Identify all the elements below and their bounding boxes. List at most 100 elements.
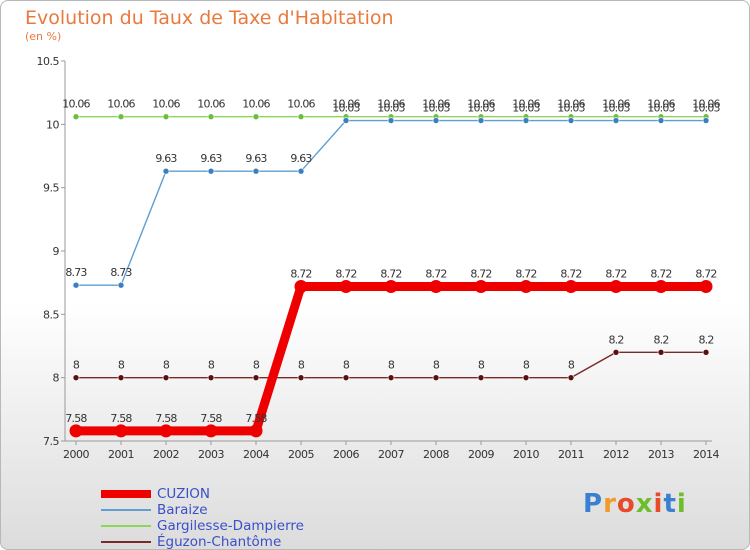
chart-title: Evolution du Taux de Taxe d'Habitation <box>25 7 394 29</box>
data-point <box>519 279 533 293</box>
data-point <box>252 113 260 121</box>
data-point <box>207 167 215 175</box>
data-label: 8.72 <box>515 267 536 280</box>
data-point <box>429 279 443 293</box>
data-label: 10.03 <box>692 102 720 115</box>
data-point <box>204 424 218 438</box>
data-label: 9.63 <box>200 152 222 165</box>
data-point <box>117 281 125 289</box>
data-point <box>699 279 713 293</box>
series-line-baraize <box>76 119 706 286</box>
x-tick-label: 2008 <box>423 448 449 461</box>
data-point <box>162 113 170 121</box>
data-point <box>207 113 215 121</box>
x-tick-label: 2009 <box>468 448 494 461</box>
data-label: 10.06 <box>377 98 405 111</box>
data-label: 8.72 <box>470 267 491 280</box>
y-tick-label: 9.5 <box>43 182 59 195</box>
data-label: 8 <box>163 359 170 372</box>
x-tick-label: 2004 <box>243 448 269 461</box>
data-label: 10.06 <box>287 98 315 111</box>
data-point <box>252 167 260 175</box>
data-label: 9.63 <box>245 152 267 165</box>
x-tick-label: 2000 <box>63 448 89 461</box>
data-label: 7.58 <box>155 412 177 425</box>
data-label: 8 <box>343 359 350 372</box>
y-tick-label: 10 <box>46 118 59 131</box>
data-label: 8 <box>433 359 440 372</box>
data-label: 10.06 <box>602 98 630 111</box>
y-tick-label: 10.5 <box>37 55 60 68</box>
data-label: 8.72 <box>380 267 401 280</box>
x-tick-label: 2003 <box>198 448 224 461</box>
data-label: 8 <box>568 359 575 372</box>
x-tick-label: 2014 <box>693 448 719 461</box>
x-tick-label: 2005 <box>288 448 314 461</box>
data-point <box>339 279 353 293</box>
data-label: 10.06 <box>332 98 360 111</box>
data-point <box>477 374 485 381</box>
data-point <box>477 117 485 124</box>
data-point <box>162 374 170 381</box>
data-point <box>474 279 488 293</box>
data-label: 8 <box>478 359 485 372</box>
legend-label: Gargilesse-Dampierre <box>157 518 304 534</box>
data-label: 8.73 <box>65 266 87 279</box>
data-label: 8.72 <box>335 267 356 280</box>
data-point <box>69 424 83 438</box>
data-label: 10.03 <box>602 102 630 115</box>
data-label: 10.03 <box>512 102 540 115</box>
data-point <box>72 374 80 381</box>
data-label: 10.03 <box>332 102 360 115</box>
data-label: 7.58 <box>110 412 132 425</box>
data-point <box>432 117 440 124</box>
data-point <box>252 374 260 381</box>
legend-label: Baraize <box>157 502 208 518</box>
data-label: 10.03 <box>647 102 675 115</box>
data-point <box>612 349 620 356</box>
data-point <box>702 117 710 124</box>
data-point <box>207 374 215 381</box>
legend-label: CUZION <box>157 486 211 502</box>
legend-swatch <box>101 509 151 511</box>
legend-swatch <box>101 525 151 527</box>
data-point <box>567 117 575 124</box>
legend-swatch <box>101 490 151 498</box>
data-label: 10.06 <box>692 98 720 111</box>
data-label: 8.72 <box>425 267 446 280</box>
data-label: 8 <box>523 359 530 372</box>
data-label: 8.2 <box>653 333 668 346</box>
data-label: 8.72 <box>290 267 311 280</box>
y-tick-label: 8.5 <box>43 308 59 321</box>
data-label: 10.03 <box>467 102 495 115</box>
data-point <box>387 374 395 381</box>
legend-label: Éguzon-Chantôme <box>157 534 282 550</box>
chart-subtitle: (en %) <box>25 30 62 43</box>
data-label: 10.03 <box>422 102 450 115</box>
data-label: 10.06 <box>422 98 450 111</box>
x-tick-label: 2012 <box>603 448 629 461</box>
x-tick-label: 2010 <box>513 448 539 461</box>
data-point <box>432 374 440 381</box>
data-point <box>72 113 80 121</box>
data-label: 8 <box>118 359 125 372</box>
data-label: 10.06 <box>62 98 90 111</box>
x-tick-label: 2001 <box>108 448 134 461</box>
data-label: 10.06 <box>467 98 495 111</box>
data-label: 9.63 <box>290 152 312 165</box>
data-point <box>657 349 665 356</box>
data-point <box>609 279 623 293</box>
data-label: 9.63 <box>155 152 177 165</box>
data-point <box>117 113 125 121</box>
logo-letter: t <box>663 489 677 519</box>
data-label: 10.06 <box>647 98 675 111</box>
data-point <box>612 117 620 124</box>
data-label: 8 <box>388 359 395 372</box>
data-label: 8.2 <box>698 333 713 346</box>
data-label: 10.06 <box>242 98 270 111</box>
data-label: 10.06 <box>197 98 225 111</box>
data-label: 10.06 <box>557 98 585 111</box>
data-label: 10.06 <box>107 98 135 111</box>
data-label: 7.58 <box>65 412 87 425</box>
